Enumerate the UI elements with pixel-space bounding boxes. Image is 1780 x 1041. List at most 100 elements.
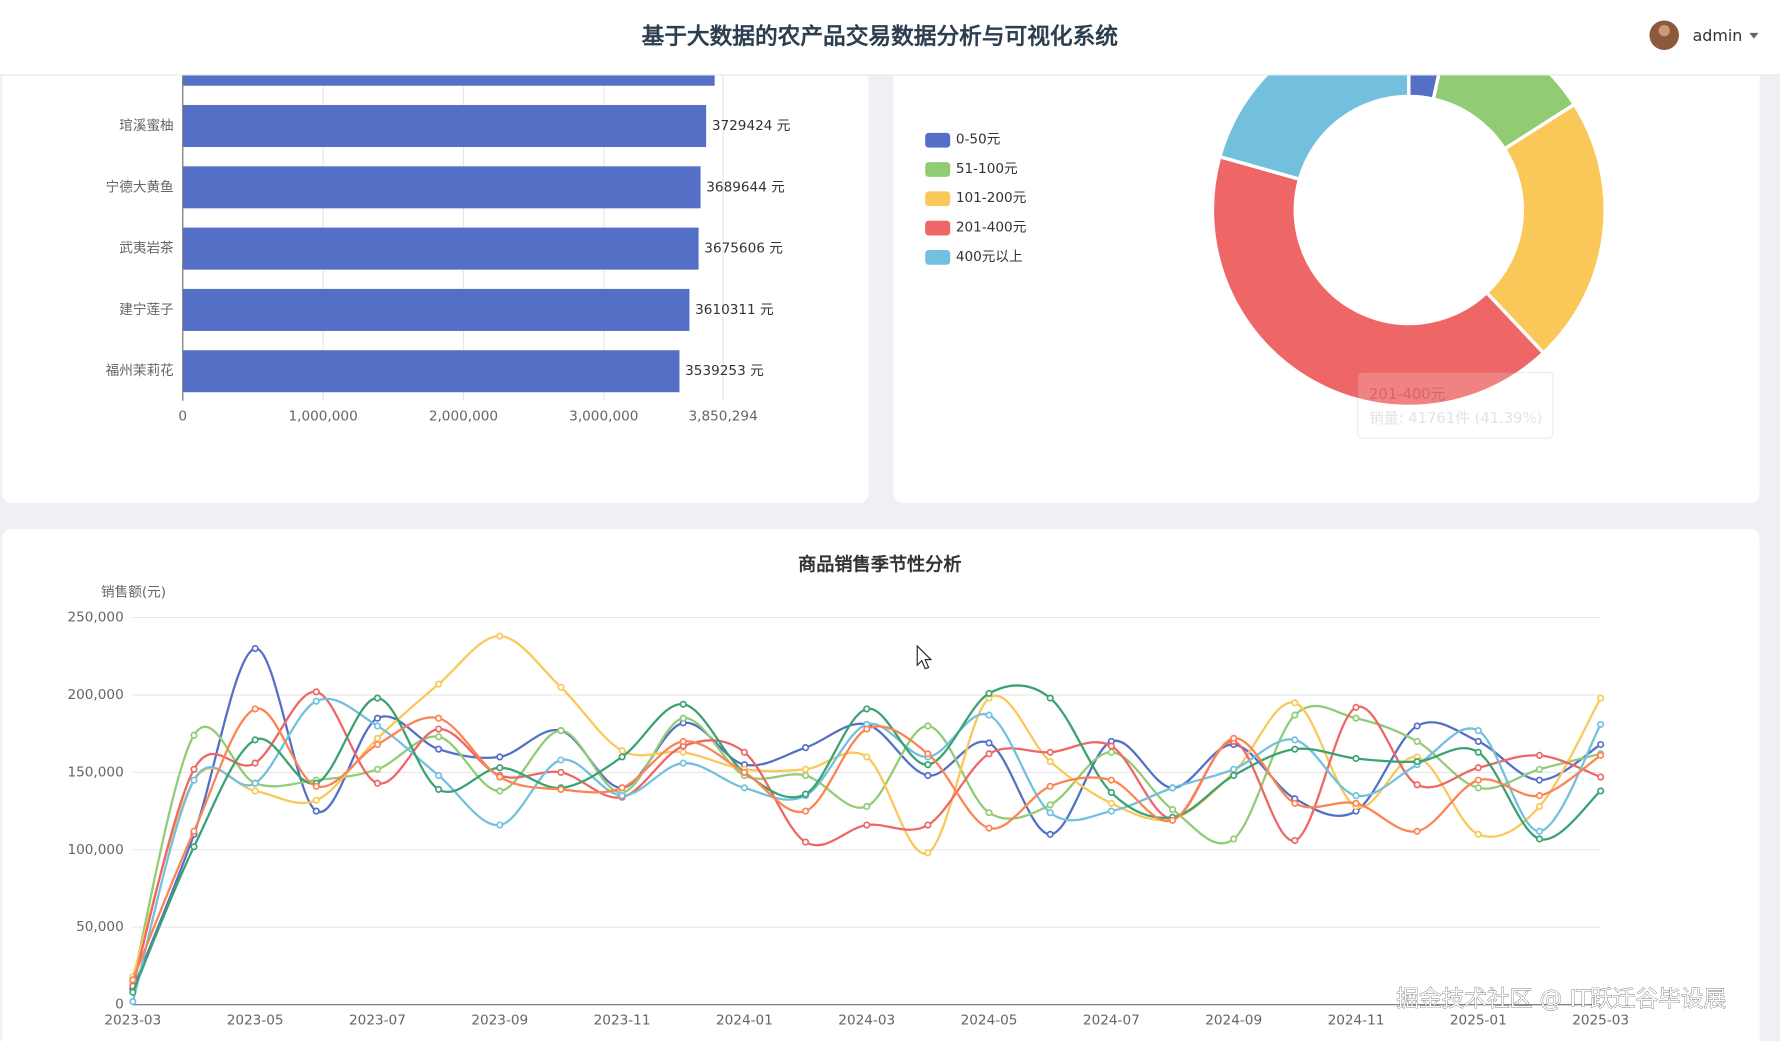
line-point — [496, 753, 504, 761]
x-tick-label: 2023-11 — [594, 1013, 651, 1029]
bar — [182, 105, 707, 148]
line-point — [496, 773, 504, 781]
x-tick-label: 2023-05 — [227, 1013, 284, 1029]
line-point — [435, 745, 443, 753]
line-point — [373, 694, 382, 702]
line-point — [801, 838, 810, 846]
line-point — [251, 736, 259, 744]
line-point — [129, 988, 137, 996]
y-tick-label: 武夷岩茶 — [119, 241, 174, 257]
user-name[interactable]: admin — [1693, 26, 1743, 45]
line-point — [1474, 830, 1482, 838]
bar — [182, 227, 699, 270]
line-point — [373, 734, 382, 742]
line-point — [1107, 776, 1115, 784]
y-tick-label: 200,000 — [67, 687, 123, 703]
line-point — [924, 750, 932, 758]
x-tick-label: 2024-01 — [716, 1013, 773, 1029]
line-point — [1291, 711, 1299, 719]
tooltip-title: 201-400元 — [1369, 386, 1446, 403]
line-point — [1230, 771, 1238, 780]
watermark: 掘金技术社区 @ IT跃迁谷毕设展 — [1396, 987, 1726, 1013]
panel — [2, 529, 1760, 1041]
line-point — [1535, 751, 1544, 759]
y-tick-label: 0 — [115, 997, 124, 1013]
line-point — [1413, 757, 1421, 766]
line-point — [985, 689, 993, 698]
value-label: 3675606 元 — [704, 241, 783, 257]
line-point — [1597, 720, 1605, 728]
line-point — [618, 747, 626, 755]
line-series — [131, 707, 1602, 981]
y-tick-label: 100,000 — [67, 842, 123, 858]
line-point — [251, 705, 259, 713]
y-tick-label: 建宁莲子 — [119, 301, 173, 318]
dropdown-caret[interactable] — [1749, 32, 1759, 39]
x-tick-label: 2023-09 — [471, 1013, 528, 1029]
line-point — [740, 784, 748, 792]
line-point — [801, 765, 810, 773]
line-point — [1107, 742, 1115, 750]
bar — [182, 166, 701, 209]
line-point — [1474, 748, 1482, 756]
x-tick-label: 2024-11 — [1328, 1013, 1385, 1029]
pie-slice — [1484, 102, 1607, 356]
line-point — [924, 722, 932, 730]
line-point — [740, 748, 748, 756]
line-point — [1168, 816, 1177, 824]
line-point — [1535, 827, 1544, 835]
avatar-face — [1658, 24, 1670, 37]
x-tick-label: 2024-03 — [838, 1013, 895, 1029]
x-tick-label: 1,000,000 — [288, 409, 357, 425]
cursor — [916, 644, 933, 670]
line-point — [1107, 799, 1115, 807]
line-point — [985, 711, 993, 719]
line-point — [863, 802, 871, 811]
line-point — [190, 776, 198, 784]
line-point — [251, 644, 259, 653]
value-label: 3610311 元 — [695, 302, 774, 318]
line-point — [985, 750, 993, 758]
legend-label: 201-400元 — [956, 220, 1027, 236]
line-point — [312, 688, 320, 696]
line-point — [1352, 799, 1360, 807]
line-point — [435, 714, 443, 722]
line-series — [131, 704, 1601, 982]
line-point — [1352, 754, 1360, 763]
pie-slice — [1210, 154, 1546, 409]
line-point — [1474, 776, 1482, 784]
line-point — [1352, 792, 1360, 800]
line-point — [1474, 764, 1482, 772]
legend-swatch — [925, 220, 951, 236]
y-tick-label: 福州茉莉花 — [106, 362, 174, 379]
line-point — [1597, 740, 1605, 749]
bar — [182, 288, 690, 331]
x-tick-label: 3,850,294 — [688, 409, 757, 425]
line-point — [679, 748, 687, 756]
line-point — [190, 765, 198, 773]
line-point — [1168, 784, 1177, 792]
line-point — [801, 744, 810, 752]
line-point — [1046, 809, 1054, 817]
line-point — [801, 790, 810, 798]
x-tick-label: 2,000,000 — [429, 409, 498, 425]
line-point — [1230, 734, 1238, 742]
x-tick-label: 0 — [178, 409, 187, 425]
line-point — [618, 784, 626, 792]
line-point — [312, 807, 320, 815]
line-point — [679, 714, 687, 722]
tooltip-text: 销量: 41761件 (41.39%) — [1369, 410, 1542, 427]
y-tick-label: 50,000 — [76, 919, 124, 935]
line-point — [618, 753, 626, 761]
line-series — [131, 690, 1602, 987]
line-point — [801, 771, 810, 780]
y-tick-label: 宁德大黄鱼 — [106, 178, 174, 195]
y-tick-label: 250,000 — [67, 610, 123, 626]
line-point — [863, 725, 871, 733]
line-point — [312, 697, 320, 705]
x-tick-label: 2024-07 — [1083, 1013, 1140, 1029]
line-point — [1413, 827, 1421, 835]
line-point — [985, 824, 993, 832]
line-point — [1352, 703, 1360, 711]
